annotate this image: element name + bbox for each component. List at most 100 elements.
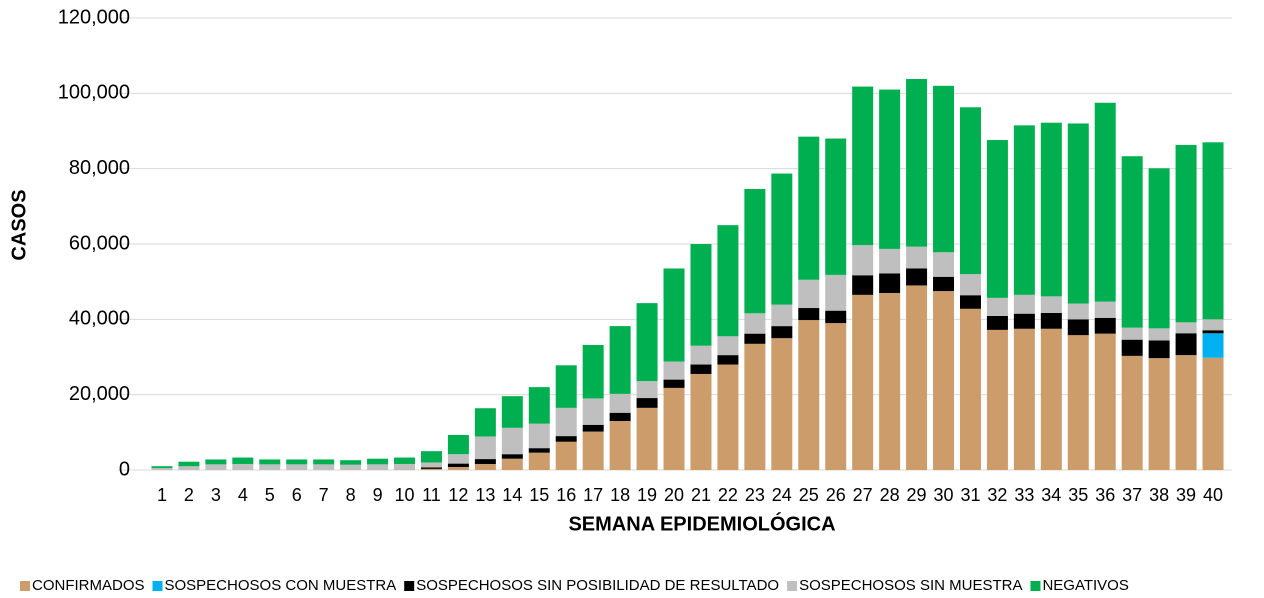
bar-segment bbox=[501, 427, 523, 455]
bar-segment bbox=[582, 431, 604, 470]
bar-segment bbox=[447, 466, 469, 470]
x-tick-label: 6 bbox=[292, 485, 302, 505]
bar-segment bbox=[1148, 168, 1170, 329]
bar-segment bbox=[178, 461, 200, 467]
x-tick-label: 10 bbox=[395, 485, 415, 505]
bar-segment bbox=[609, 326, 631, 394]
bar-segment bbox=[1202, 142, 1224, 320]
x-tick-label: 32 bbox=[987, 485, 1007, 505]
bar-segment bbox=[825, 274, 847, 311]
bar-segment bbox=[933, 252, 955, 277]
x-axis-label: SEMANA EPIDEMIOLÓGICA bbox=[568, 511, 835, 535]
y-axis-label: CASOS bbox=[8, 189, 30, 260]
bar-segment bbox=[1040, 122, 1062, 297]
bar-segment bbox=[259, 459, 281, 465]
bar-segment bbox=[1175, 322, 1197, 334]
bar-segment bbox=[879, 273, 901, 293]
bar-segment bbox=[340, 464, 362, 470]
bar-segment bbox=[636, 407, 658, 470]
bar-segment bbox=[852, 245, 874, 276]
bar-segment bbox=[690, 364, 712, 374]
bar-segment bbox=[1121, 327, 1143, 340]
bar-segment bbox=[798, 308, 820, 321]
y-tick-label: 120,000 bbox=[58, 6, 130, 28]
x-tick-label: 5 bbox=[265, 485, 275, 505]
bar-segment bbox=[906, 79, 928, 247]
bar-segment bbox=[1175, 355, 1197, 470]
bar-segment bbox=[906, 285, 928, 470]
bar-segment bbox=[933, 291, 955, 470]
bar-segment bbox=[420, 467, 442, 469]
bar-segment bbox=[771, 173, 793, 305]
bar-segment bbox=[420, 468, 442, 470]
x-tick-label: 1 bbox=[157, 485, 167, 505]
bar-segment bbox=[474, 463, 496, 470]
x-tick-label: 14 bbox=[502, 485, 522, 505]
bar-segment bbox=[1121, 355, 1143, 470]
bar-segment bbox=[474, 459, 496, 464]
x-tick-label: 2 bbox=[184, 485, 194, 505]
bar-segment bbox=[636, 303, 658, 382]
x-tick-label: 24 bbox=[772, 485, 792, 505]
x-tick-label: 37 bbox=[1122, 485, 1142, 505]
bar-segment bbox=[555, 365, 577, 408]
x-tick-label: 38 bbox=[1149, 485, 1169, 505]
x-tick-label: 13 bbox=[475, 485, 495, 505]
bar-segment bbox=[1013, 125, 1035, 295]
x-tick-label: 29 bbox=[907, 485, 927, 505]
bar-segment bbox=[582, 344, 604, 399]
bar-segment bbox=[474, 408, 496, 437]
bar-segment bbox=[232, 457, 254, 464]
bar-segment bbox=[663, 361, 685, 380]
bar-segment bbox=[663, 268, 685, 362]
bar-segment bbox=[1040, 328, 1062, 470]
bar-segment bbox=[933, 276, 955, 292]
bar-segment bbox=[825, 310, 847, 324]
bar-segment bbox=[690, 373, 712, 470]
bar-segment bbox=[528, 452, 550, 470]
bar-segment bbox=[528, 448, 550, 453]
bar-segment bbox=[1067, 123, 1089, 304]
bar-segment bbox=[394, 457, 416, 464]
x-tick-label: 25 bbox=[799, 485, 819, 505]
y-tick-label: 60,000 bbox=[69, 232, 130, 254]
x-tick-label: 34 bbox=[1041, 485, 1061, 505]
x-tick-label: 7 bbox=[319, 485, 329, 505]
bar-segment bbox=[744, 313, 766, 334]
bar-segment bbox=[1148, 340, 1170, 359]
bar-segment bbox=[555, 436, 577, 442]
x-tick-label: 8 bbox=[346, 485, 356, 505]
bar-segment bbox=[151, 466, 173, 469]
bar-segment bbox=[1040, 296, 1062, 313]
legend-label: SOSPECHOSOS SIN POSIBILIDAD DE RESULTADO bbox=[416, 577, 779, 594]
bar-segment bbox=[717, 336, 739, 356]
x-tick-label: 18 bbox=[610, 485, 630, 505]
x-tick-label: 40 bbox=[1203, 485, 1223, 505]
bar-segment bbox=[771, 338, 793, 470]
x-tick-label: 21 bbox=[691, 485, 711, 505]
bar-segment bbox=[717, 355, 739, 365]
legend-label: SOSPECHOSOS CON MUESTRA bbox=[165, 577, 397, 594]
legend-label: CONFIRMADOS bbox=[32, 577, 145, 594]
x-tick-label: 16 bbox=[556, 485, 576, 505]
bar-segment bbox=[1121, 339, 1143, 356]
bar-segment bbox=[420, 451, 442, 463]
bar-segment bbox=[1067, 319, 1089, 336]
bar-segment bbox=[555, 441, 577, 470]
x-tick-label: 17 bbox=[583, 485, 603, 505]
x-tick-label: 36 bbox=[1095, 485, 1115, 505]
bar-segment bbox=[879, 292, 901, 470]
x-tick-label: 26 bbox=[826, 485, 846, 505]
bar-segment bbox=[986, 140, 1008, 298]
bar-segment bbox=[690, 244, 712, 346]
bar-segment bbox=[286, 459, 308, 465]
bar-segment bbox=[582, 398, 604, 425]
x-tick-label: 3 bbox=[211, 485, 221, 505]
x-tick-label: 12 bbox=[448, 485, 468, 505]
bar-segment bbox=[1202, 333, 1224, 358]
bar-segment bbox=[528, 423, 550, 449]
bar-segment bbox=[259, 464, 281, 470]
bar-segment bbox=[447, 463, 469, 467]
y-tick-label: 40,000 bbox=[69, 308, 130, 330]
